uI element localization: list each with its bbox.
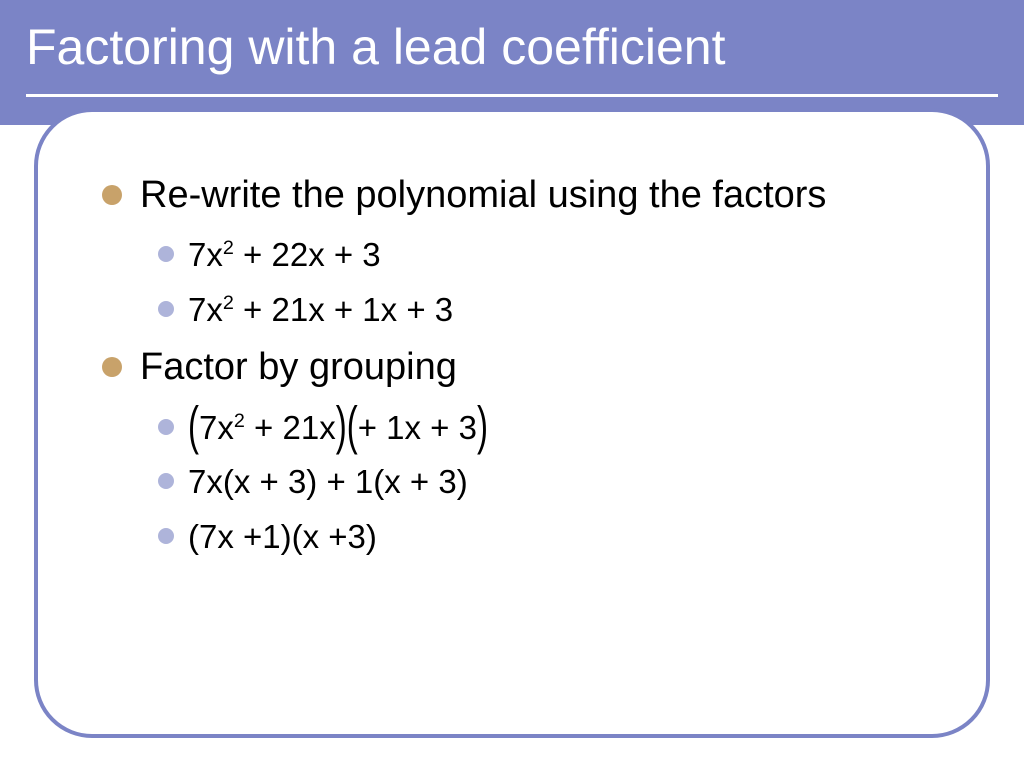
bullet-text: Re-write the polynomial using the factor… — [140, 170, 826, 221]
bullet-dot-icon — [158, 246, 174, 262]
bullet-dot-icon — [102, 357, 122, 377]
bullet-dot-icon — [158, 419, 174, 435]
content-frame: Re-write the polynomial using the factor… — [34, 108, 990, 738]
bullet-lvl2: 7x2 + 22x + 3 — [158, 233, 946, 278]
title-bar: Factoring with a lead coefficient — [0, 0, 1024, 125]
bullet-text: 7x2 + 22x + 3 — [188, 233, 381, 278]
bullet-dot-icon — [158, 473, 174, 489]
slide-title: Factoring with a lead coefficient — [26, 19, 725, 75]
bullet-text: (7x2 + 21x)(+ 1x + 3) — [188, 406, 488, 451]
bullet-text: 7x(x + 3) + 1(x + 3) — [188, 460, 468, 505]
bullet-lvl2: (7x2 + 21x)(+ 1x + 3) — [158, 406, 946, 451]
bullet-text: Factor by grouping — [140, 342, 457, 393]
bullet-lvl2: 7x2 + 21x + 1x + 3 — [158, 288, 946, 333]
bullet-dot-icon — [158, 301, 174, 317]
bullet-lvl1: Factor by grouping — [102, 342, 946, 393]
bullet-list: Re-write the polynomial using the factor… — [102, 170, 946, 559]
bullet-text: 7x2 + 21x + 1x + 3 — [188, 288, 453, 333]
bullet-lvl2: 7x(x + 3) + 1(x + 3) — [158, 460, 946, 505]
bullet-lvl2: (7x +1)(x +3) — [158, 515, 946, 560]
bullet-lvl1: Re-write the polynomial using the factor… — [102, 170, 946, 221]
bullet-text: (7x +1)(x +3) — [188, 515, 377, 560]
title-underline — [26, 94, 998, 97]
bullet-dot-icon — [158, 528, 174, 544]
bullet-dot-icon — [102, 185, 122, 205]
